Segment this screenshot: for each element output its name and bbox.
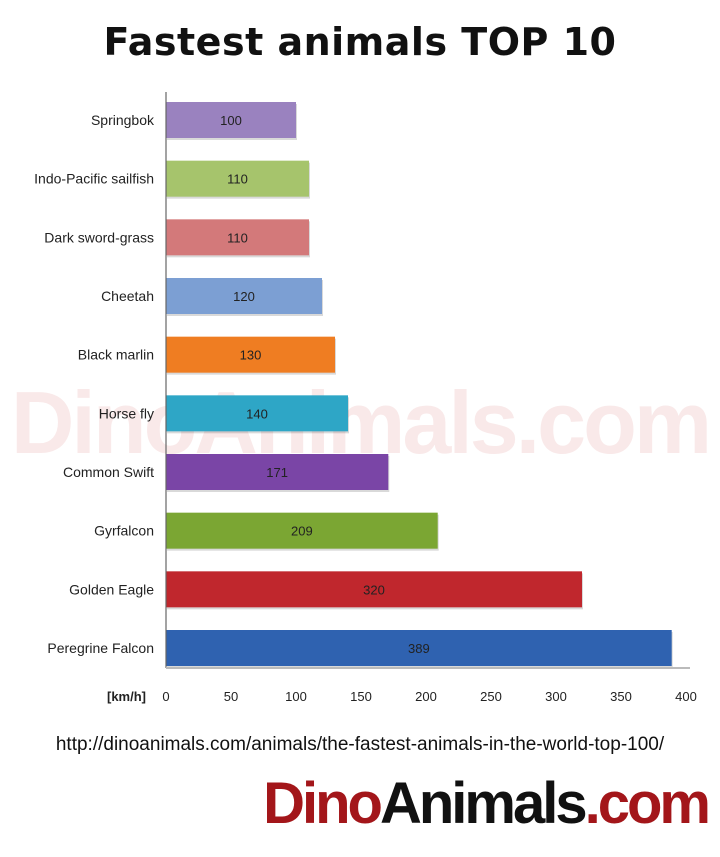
data-label: 320 xyxy=(363,582,385,597)
category-label: Golden Eagle xyxy=(69,581,154,597)
x-tick-label: 100 xyxy=(285,689,307,704)
bar xyxy=(166,278,322,314)
category-label: Cheetah xyxy=(101,288,154,304)
data-label: 209 xyxy=(291,524,313,539)
logo-part-animals: Animals xyxy=(379,771,588,836)
x-tick-label: 0 xyxy=(162,689,169,704)
x-tick-label: 300 xyxy=(545,689,567,704)
logo-part-com: .com xyxy=(584,771,711,836)
x-tick-label: 250 xyxy=(480,689,502,704)
x-tick-label: 50 xyxy=(224,689,238,704)
data-label: 100 xyxy=(220,113,242,128)
x-axis-label: [km/h] xyxy=(107,689,146,704)
x-tick-label: 350 xyxy=(610,689,632,704)
bar xyxy=(166,512,438,549)
category-label: Indo-Pacific sailfish xyxy=(34,171,154,187)
bar xyxy=(166,336,335,373)
data-label: 140 xyxy=(246,406,268,421)
logo-part-dino: Dino xyxy=(263,771,383,836)
category-label: Dark sword-grass xyxy=(44,229,154,245)
bar xyxy=(166,454,389,490)
category-label: Common Swift xyxy=(63,464,154,480)
bar xyxy=(166,102,296,138)
source-url[interactable]: http://dinoanimals.com/animals/the-faste… xyxy=(55,734,665,755)
category-label: Horse fly xyxy=(99,405,154,421)
bar xyxy=(166,630,672,666)
category-label: Black marlin xyxy=(78,347,154,363)
bar xyxy=(166,219,309,256)
data-label: 110 xyxy=(227,230,248,245)
x-tick-label: 150 xyxy=(350,689,372,704)
x-tick-label: 400 xyxy=(675,689,697,704)
data-label: 130 xyxy=(240,348,262,363)
data-label: 389 xyxy=(408,641,430,656)
category-label: Peregrine Falcon xyxy=(47,640,154,656)
bar-chart: Springbok 100 Indo-Pacific sailfish 110 Dark… xyxy=(34,92,697,704)
bar xyxy=(166,160,309,197)
dinoanimals-logo: DinoAnimals.com xyxy=(263,770,711,837)
bar xyxy=(166,395,348,432)
data-label: 171 xyxy=(266,465,288,480)
bar xyxy=(166,571,582,608)
category-label: Gyrfalcon xyxy=(94,523,154,539)
category-label: Springbok xyxy=(91,112,155,128)
x-tick-label: 200 xyxy=(415,689,437,704)
data-label: 120 xyxy=(233,289,255,304)
chart-title: Fastest animals TOP 10 xyxy=(103,20,617,64)
data-label: 110 xyxy=(227,172,248,187)
